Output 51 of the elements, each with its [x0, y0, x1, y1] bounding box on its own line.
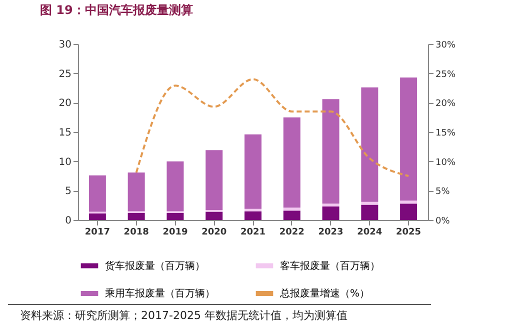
x-tick-label: 2019 [162, 228, 188, 238]
bar [283, 208, 300, 211]
x-tick-label: 2020 [202, 228, 227, 238]
bar [244, 134, 262, 209]
y-tick-label: 20 [58, 98, 72, 110]
bar [128, 172, 145, 212]
bar [166, 161, 184, 212]
bar [283, 210, 300, 220]
bar [206, 150, 223, 210]
y2-tick-label: 30% [436, 40, 456, 50]
x-tick-label: 2023 [318, 228, 344, 238]
y2-tick-label: 5% [436, 187, 450, 198]
x-tick-label: 2017 [84, 228, 110, 238]
text: 资料来源：研究所测算；2017-2025 年数据无统计值，均为测算值 [8, 304, 431, 323]
x-tick-label: 2022 [279, 228, 304, 238]
bar [361, 87, 378, 202]
y2-tick-label: 0% [436, 216, 450, 226]
bar [166, 212, 184, 220]
y-tick-label: 5 [65, 186, 72, 198]
x-tick-label: 2018 [124, 228, 149, 238]
legend-label: 乘用车报废量（百万辆） [105, 288, 215, 300]
bar [322, 204, 340, 207]
y-tick-label: 25 [58, 68, 72, 80]
y2-tick-label: 25% [436, 70, 456, 80]
bar [322, 99, 340, 204]
line-series [135, 78, 410, 177]
legend-label: 货车报废量（百万辆） [105, 260, 205, 272]
chart-title: 图 19：中国汽车报废量测算 [40, 3, 193, 17]
bar [206, 212, 223, 220]
y-tick-label: 30 [58, 40, 72, 50]
x-tick-label: 2024 [357, 228, 382, 238]
legend-label: 客车报废量（百万辆） [280, 260, 380, 272]
y2-tick-label: 10% [436, 158, 456, 168]
bar [400, 77, 418, 201]
bar [128, 212, 145, 220]
bar [283, 117, 300, 208]
bar [400, 204, 418, 220]
y-tick-label: 15 [58, 128, 72, 138]
y2-tick-label: 15% [436, 128, 456, 138]
bar [88, 175, 106, 212]
y-tick-label: 0 [65, 216, 72, 226]
bar [88, 214, 106, 220]
y2-tick-label: 20% [436, 99, 456, 110]
x-tick-label: 2021 [240, 228, 266, 238]
x-tick-label: 2025 [396, 228, 422, 238]
bar [322, 206, 340, 220]
y-tick-label: 10 [58, 156, 72, 168]
bar [244, 211, 262, 220]
bar [361, 204, 378, 220]
bar [400, 200, 418, 204]
legend-label: 总报废量增速（%） [279, 288, 370, 300]
